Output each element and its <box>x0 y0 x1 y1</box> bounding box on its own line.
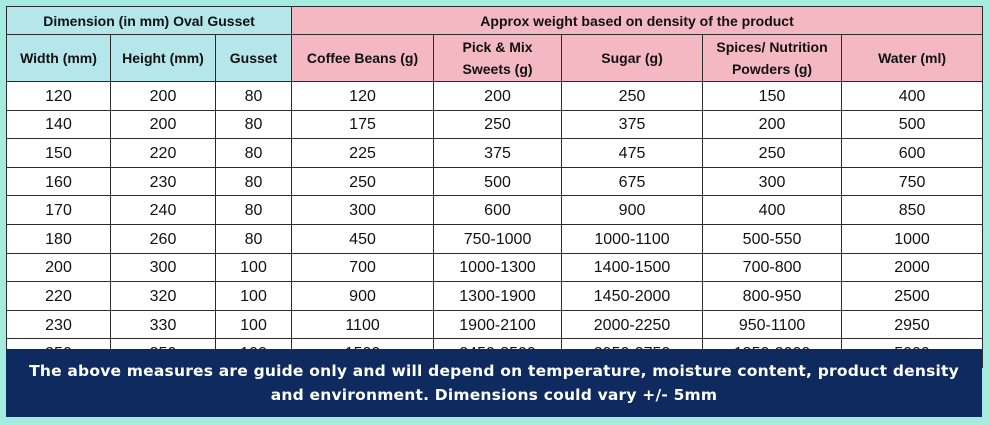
gusset-cell: 100 <box>214 309 293 340</box>
column-header-coffee-beans: Coffee Beans (g) <box>291 34 435 82</box>
spices-powders-cell: 800-950 <box>702 281 843 311</box>
width-cell: 140 <box>6 109 111 140</box>
coffee-beans-cell: 175 <box>291 109 435 140</box>
column-header-row: Width (mm) Height (mm) Gusset Coffee Bea… <box>6 34 984 82</box>
gusset-cell: 80 <box>214 223 293 254</box>
width-cell: 220 <box>6 281 111 311</box>
column-header-spices-powders: Spices/ Nutrition Powders (g) <box>702 34 843 82</box>
table-row: 230 330 100 1100 1900-2100 2000-2250 950-1100 2… <box>6 309 984 340</box>
table-row: 160 230 80 250 500 675 300 750 <box>6 166 984 197</box>
sugar-cell: 900 <box>561 195 704 225</box>
gusset-cell: 80 <box>214 109 293 140</box>
coffee-beans-cell: 120 <box>291 81 435 111</box>
height-cell: 220 <box>110 138 216 168</box>
spices-powders-cell: 500-550 <box>702 223 843 254</box>
column-header-width: Width (mm) <box>6 34 111 82</box>
coffee-beans-cell: 1100 <box>291 309 435 340</box>
table-row: 200 300 100 700 1000-1300 1400-1500 700-800 200… <box>6 252 984 283</box>
height-cell: 330 <box>110 309 216 340</box>
footer-note: The above measures are guide only and wi… <box>6 349 982 417</box>
height-cell: 200 <box>110 109 216 140</box>
pick-mix-sweets-cell: 1000-1300 <box>433 252 563 283</box>
water-cell: 500 <box>841 109 984 140</box>
coffee-beans-cell: 250 <box>291 166 435 197</box>
pick-mix-sweets-cell: 600 <box>433 195 563 225</box>
spices-powders-cell: 250 <box>702 138 843 168</box>
spices-powders-cell: 300 <box>702 166 843 197</box>
sugar-cell: 1400-1500 <box>561 252 704 283</box>
table-row: 170 240 80 300 600 900 400 850 <box>6 195 984 225</box>
width-cell: 230 <box>6 309 111 340</box>
water-cell: 2500 <box>841 281 984 311</box>
sugar-cell: 1000-1100 <box>561 223 704 254</box>
pick-mix-sweets-cell: 200 <box>433 81 563 111</box>
width-cell: 160 <box>6 166 111 197</box>
table-row: 120 200 80 120 200 250 150 400 <box>6 81 984 111</box>
water-cell: 750 <box>841 166 984 197</box>
sugar-cell: 2000-2250 <box>561 309 704 340</box>
height-cell: 240 <box>110 195 216 225</box>
water-cell: 2000 <box>841 252 984 283</box>
pick-mix-sweets-cell: 375 <box>433 138 563 168</box>
sugar-cell: 1450-2000 <box>561 281 704 311</box>
table-row: 140 200 80 175 250 375 200 500 <box>6 109 984 140</box>
width-cell: 180 <box>6 223 111 254</box>
spices-powders-cell: 700-800 <box>702 252 843 283</box>
column-header-sugar: Sugar (g) <box>561 34 704 82</box>
pick-mix-sweets-cell: 250 <box>433 109 563 140</box>
spices-powders-cell: 200 <box>702 109 843 140</box>
pick-mix-sweets-cell: 500 <box>433 166 563 197</box>
gusset-cell: 80 <box>214 195 293 225</box>
spices-powders-cell: 150 <box>702 81 843 111</box>
table-row: 220 320 100 900 1300-1900 1450-2000 800-950 250… <box>6 281 984 311</box>
gusset-cell: 80 <box>214 81 293 111</box>
water-cell: 2950 <box>841 309 984 340</box>
height-cell: 200 <box>110 81 216 111</box>
coffee-beans-cell: 900 <box>291 281 435 311</box>
coffee-beans-cell: 450 <box>291 223 435 254</box>
group-header-row: Dimension (in mm) Oval Gusset Approx wei… <box>5 6 984 35</box>
water-cell: 400 <box>841 81 984 111</box>
water-cell: 850 <box>841 195 984 225</box>
width-cell: 150 <box>6 138 111 168</box>
pick-mix-sweets-cell: 1900-2100 <box>433 309 563 340</box>
width-cell: 200 <box>6 252 111 283</box>
height-cell: 230 <box>110 166 216 197</box>
coffee-beans-cell: 300 <box>291 195 435 225</box>
coffee-beans-cell: 225 <box>291 138 435 168</box>
gusset-cell: 100 <box>214 252 293 283</box>
table-row: 180 260 80 450 750-1000 1000-1100 500-550 1000 <box>6 223 984 254</box>
table-body: 120 200 80 120 200 250 150 400 140 200 80 175 250 375… <box>6 81 984 368</box>
water-cell: 600 <box>841 138 984 168</box>
sugar-cell: 475 <box>561 138 704 168</box>
column-header-height: Height (mm) <box>110 34 216 82</box>
spices-powders-cell: 950-1100 <box>702 309 843 340</box>
water-cell: 1000 <box>841 223 984 254</box>
sugar-cell: 375 <box>561 109 704 140</box>
gusset-cell: 100 <box>214 281 293 311</box>
height-cell: 260 <box>110 223 216 254</box>
column-header-gusset: Gusset <box>214 34 293 82</box>
height-cell: 300 <box>110 252 216 283</box>
column-header-pick-mix-sweets: Pick & Mix Sweets (g) <box>433 34 563 82</box>
weight-group-header: Approx weight based on density of the pr… <box>291 6 984 35</box>
pick-mix-sweets-cell: 1300-1900 <box>433 281 563 311</box>
sugar-cell: 675 <box>561 166 704 197</box>
dimension-group-header: Dimension (in mm) Oval Gusset <box>5 6 293 35</box>
gusset-cell: 80 <box>214 138 293 168</box>
spices-powders-cell: 400 <box>702 195 843 225</box>
table-row: 150 220 80 225 375 475 250 600 <box>6 138 984 168</box>
width-cell: 120 <box>6 81 111 111</box>
bag-size-table: Dimension (in mm) Oval Gusset Approx wei… <box>5 6 984 368</box>
size-guide: Dimension (in mm) Oval Gusset Approx wei… <box>5 6 984 417</box>
column-header-water: Water (ml) <box>841 34 984 82</box>
height-cell: 320 <box>110 281 216 311</box>
gusset-cell: 80 <box>214 166 293 197</box>
coffee-beans-cell: 700 <box>291 252 435 283</box>
width-cell: 170 <box>6 195 111 225</box>
pick-mix-sweets-cell: 750-1000 <box>433 223 563 254</box>
sugar-cell: 250 <box>561 81 704 111</box>
